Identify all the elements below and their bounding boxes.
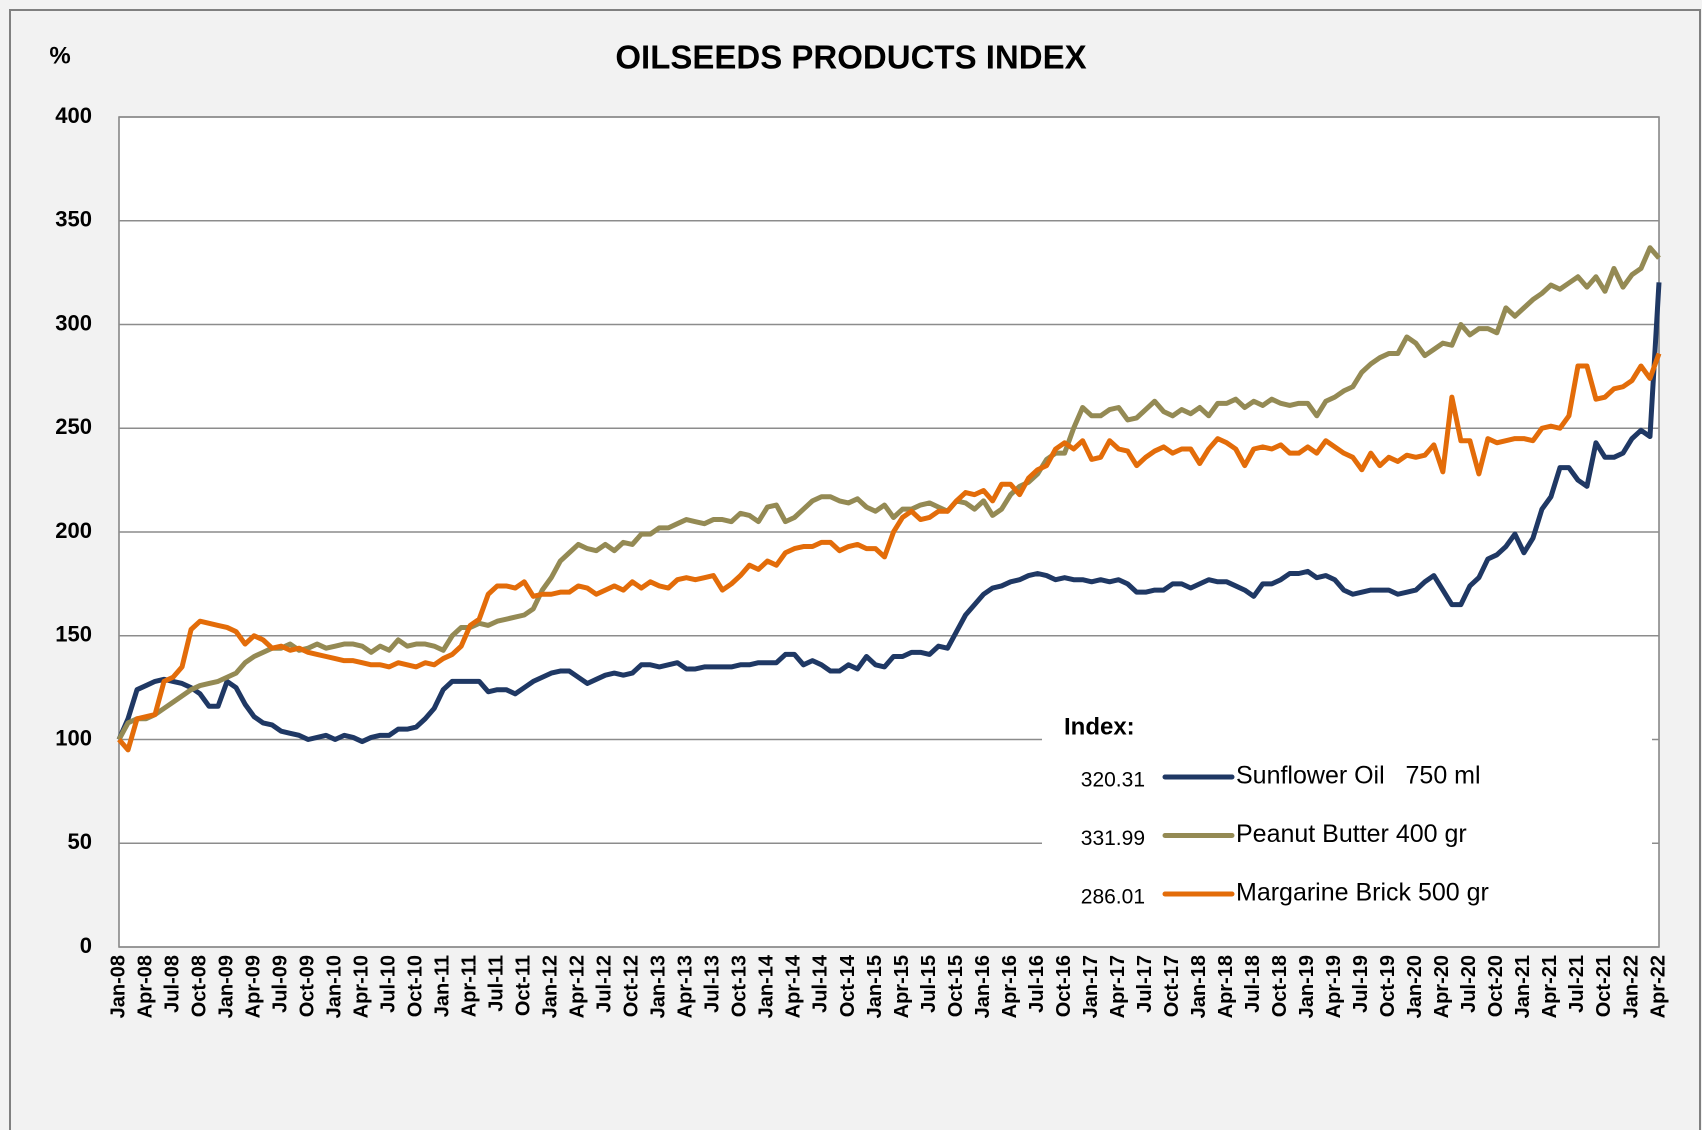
legend-box (1042, 711, 1652, 917)
x-tick-label: Jan-16 (972, 955, 994, 1018)
x-tick-label: Jul-08 (161, 955, 183, 1013)
x-tick-label: Jul-14 (810, 954, 832, 1013)
x-tick-label: Jan-09 (215, 955, 237, 1018)
x-tick-label: Oct-13 (729, 955, 751, 1017)
x-tick-label: Apr-18 (1215, 955, 1237, 1018)
x-tick-label: Oct-11 (513, 955, 535, 1016)
x-tick-label: Apr-17 (1107, 955, 1129, 1018)
x-tick-label: Jul-20 (1458, 955, 1480, 1013)
y-tick-label: 50 (68, 829, 92, 854)
x-tick-label: Jul-15 (918, 955, 940, 1013)
x-tick-label: Apr-21 (1539, 955, 1561, 1018)
series-line (116, 282, 1662, 745)
x-tick-label: Jan-11 (431, 955, 453, 1017)
x-tick-label: Jul-19 (1350, 955, 1372, 1013)
x-tick-label: Jul-10 (377, 955, 399, 1013)
y-tick-label: 0 (80, 933, 92, 958)
x-tick-label: Apr-20 (1431, 955, 1453, 1018)
x-tick-label: Jan-13 (648, 955, 670, 1018)
x-tick-label: Jul-09 (269, 955, 291, 1013)
y-tick-label: 400 (55, 103, 92, 128)
y-tick-label: 300 (55, 310, 92, 335)
x-tick-label: Apr-15 (891, 955, 913, 1018)
x-tick-label: Jul-11 (486, 955, 508, 1012)
series-line (117, 352, 1662, 753)
x-tick-label: Jan-22 (1620, 955, 1642, 1018)
x-tick-label: Apr-13 (675, 955, 697, 1018)
x-tick-label: Oct-08 (188, 955, 210, 1017)
x-tick-label: Apr-14 (783, 954, 805, 1018)
x-tick-label: Jul-12 (594, 955, 616, 1013)
legend-value: 286.01 (1081, 886, 1145, 909)
x-tick-label: Apr-08 (134, 955, 156, 1018)
chart-title: OILSEEDS PRODUCTS INDEX (615, 39, 1086, 76)
x-tick-label: Apr-09 (242, 955, 264, 1018)
legend-label: Sunflower Oil 750 ml (1236, 762, 1481, 790)
x-tick-label: Jul-13 (702, 955, 724, 1013)
x-tick-label: Jan-10 (323, 955, 345, 1018)
x-tick-label: Jan-15 (864, 955, 886, 1018)
legend-label: Peanut Butter 400 gr (1236, 820, 1467, 848)
x-tick-label: Apr-22 (1647, 955, 1669, 1018)
x-tick-label: Oct-16 (1053, 955, 1075, 1017)
x-tick-label: Jul-16 (1026, 955, 1048, 1013)
x-tick-label: Jan-17 (1080, 955, 1102, 1018)
x-tick-label: Oct-15 (945, 955, 967, 1017)
x-tick-label: Oct-17 (1161, 955, 1183, 1017)
legend-label: Margarine Brick 500 gr (1236, 879, 1489, 907)
x-tick-label: Jan-08 (107, 955, 129, 1018)
x-tick-label: Oct-12 (621, 955, 643, 1017)
x-tick-label: Apr-10 (350, 955, 372, 1018)
y-tick-label: 350 (55, 207, 92, 232)
x-tick-label: Jan-21 (1512, 955, 1534, 1018)
y-tick-label: 150 (55, 622, 92, 647)
x-tick-label: Oct-19 (1377, 955, 1399, 1017)
legend-title: Index: (1064, 713, 1135, 740)
x-tick-label: Oct-20 (1485, 955, 1507, 1017)
x-tick-label: Apr-19 (1323, 955, 1345, 1018)
x-tick-label: Jan-18 (1188, 955, 1210, 1018)
x-tick-label: Oct-10 (404, 955, 426, 1017)
series-line (116, 245, 1661, 741)
x-tick-label: Oct-18 (1269, 955, 1291, 1017)
x-tick-label: Jan-12 (540, 955, 562, 1018)
x-tick-label: Jul-21 (1566, 955, 1588, 1013)
x-tick-label: Jan-19 (1296, 955, 1318, 1018)
y-tick-label: 200 (55, 518, 92, 543)
lines (116, 245, 1662, 753)
x-tick-label: Oct-09 (296, 955, 318, 1017)
x-tick-label: Oct-14 (837, 954, 859, 1017)
y-axis-label: % (49, 42, 70, 69)
y-tick-label: 100 (55, 725, 92, 750)
legend-value: 331.99 (1081, 827, 1145, 850)
x-tick-label: Jan-20 (1404, 955, 1426, 1018)
x-tick-label: Apr-12 (567, 955, 589, 1018)
x-tick-label: Jul-18 (1242, 955, 1264, 1013)
x-tick-label: Oct-21 (1593, 955, 1615, 1017)
legend-value: 320.31 (1081, 769, 1145, 792)
x-tick-label: Apr-16 (999, 955, 1021, 1018)
y-tick-label: 250 (55, 414, 92, 439)
legend: Index: 320.31 Sunflower Oil 750 ml 331.99 P… (1042, 711, 1652, 917)
x-tick-label: Jul-17 (1134, 955, 1156, 1013)
x-tick-label: Apr-11 (459, 955, 481, 1017)
x-tick-label: Jan-14 (756, 954, 778, 1018)
